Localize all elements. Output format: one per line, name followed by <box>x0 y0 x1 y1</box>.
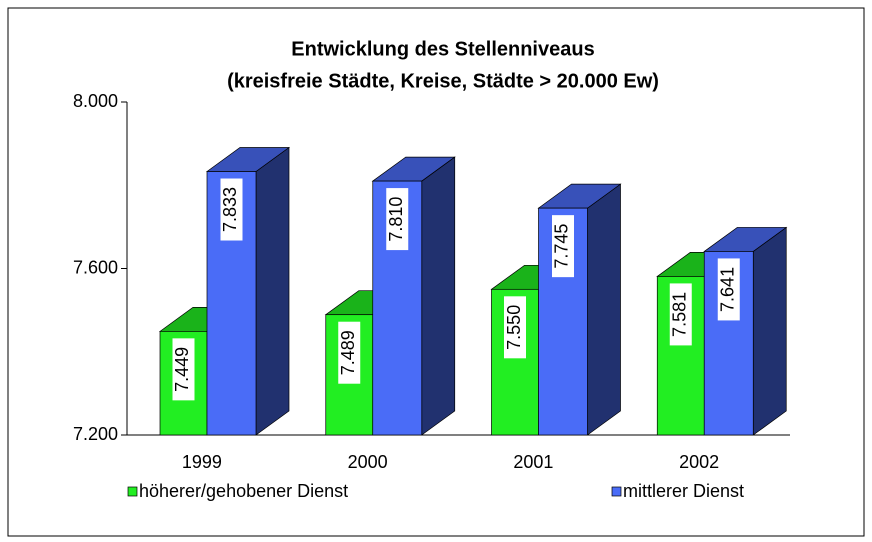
legend-swatch <box>127 486 138 497</box>
bar <box>537 183 622 436</box>
bar-side <box>587 183 621 436</box>
bar-front <box>206 171 257 436</box>
y-tick-label: 7.200 <box>73 424 118 444</box>
value-label: 7.833 <box>220 187 240 232</box>
value-label-box <box>669 283 692 346</box>
y-tick-label: 8.000 <box>73 91 118 111</box>
value-label: 7.745 <box>552 224 572 269</box>
value-label-box <box>504 296 526 359</box>
x-tick-label: 2000 <box>348 452 388 472</box>
bar <box>205 146 291 436</box>
value-label-box <box>552 215 574 278</box>
value-label: 7.581 <box>670 292 690 337</box>
value-label-box <box>172 338 195 401</box>
value-label-box <box>220 178 243 241</box>
value-label: 7.810 <box>386 197 406 242</box>
chart-subtitle: (kreisfreie Städte, Kreise, Städte > 20.… <box>227 70 659 92</box>
x-tick-label: 2001 <box>513 452 553 472</box>
bar <box>371 156 456 436</box>
legend-label: mittlerer Dienst <box>623 481 744 501</box>
value-label-box <box>338 321 361 384</box>
x-tick-label: 1999 <box>182 452 222 472</box>
value-label-box <box>386 188 409 251</box>
value-label-box <box>717 258 740 321</box>
bar-side <box>255 146 290 436</box>
value-label: 7.449 <box>172 347 192 392</box>
legend-swatch <box>611 486 622 497</box>
value-label: 7.550 <box>504 305 524 350</box>
legend-label: höherer/gehobener Dienst <box>139 481 348 501</box>
chart-title: Entwicklung des Stellenniveaus <box>291 38 594 60</box>
bar-side <box>752 226 787 436</box>
bar <box>703 226 788 436</box>
value-label: 7.489 <box>338 330 358 375</box>
x-tick-label: 2002 <box>679 452 719 472</box>
y-tick-label: 7.600 <box>73 257 118 277</box>
value-label: 7.641 <box>718 267 738 312</box>
bar-side <box>421 156 456 436</box>
